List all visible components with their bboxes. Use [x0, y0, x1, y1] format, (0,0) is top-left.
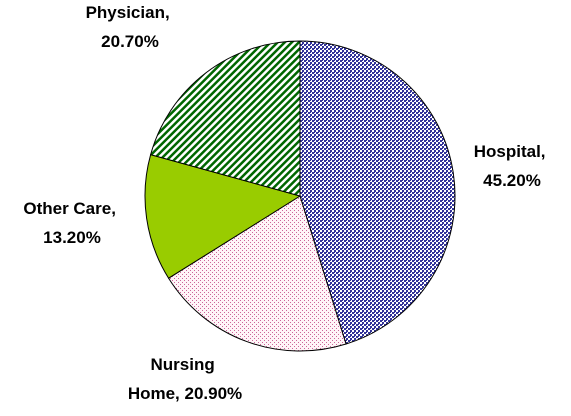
pie-slice — [167, 195, 347, 352]
data-label: Other Care, 13.20% — [23, 199, 120, 247]
pie-slice — [299, 40, 456, 345]
data-label: Nursing Home, 20.90% — [128, 355, 242, 403]
pie-slice — [150, 40, 301, 197]
data-label: Physician, 20.70% — [86, 3, 175, 51]
data-label: Hospital, 45.20% — [474, 142, 551, 190]
